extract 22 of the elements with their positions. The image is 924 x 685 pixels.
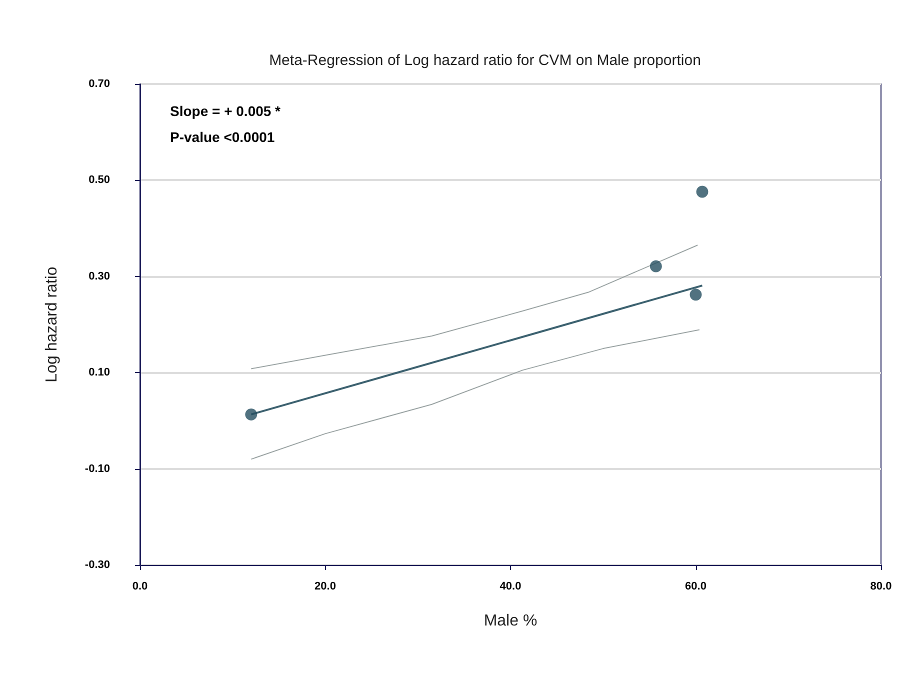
- y-tick-label: -0.30: [84, 559, 110, 571]
- x-tick-label: 40.0: [500, 580, 522, 592]
- x-tick-label: 80.0: [870, 580, 892, 592]
- y-tick-label: 0.30: [88, 270, 110, 282]
- chart-title: Meta-Regression of Log hazard ratio for CVM on Male proportion: [269, 52, 701, 69]
- annotation: Slope = + 0.005 *: [170, 103, 282, 119]
- annotation: P-value <0.0001: [170, 129, 275, 145]
- y-tick-label: 0.70: [88, 78, 110, 90]
- line-series: [250, 329, 700, 460]
- y-tick-label: 0.10: [88, 366, 110, 379]
- point: [245, 408, 258, 420]
- y-axis-title: Log hazard ratio: [44, 266, 60, 382]
- x-tick-label: 60.0: [685, 580, 706, 592]
- y-tick-label: -0.10: [84, 462, 110, 475]
- y-tick-label: 0.50: [88, 174, 110, 186]
- point: [650, 260, 662, 272]
- point: [690, 288, 702, 301]
- point: [696, 186, 708, 198]
- line-series: [250, 244, 698, 370]
- x-axis-title: Male %: [484, 612, 538, 630]
- x-tick-label: 20.0: [314, 580, 336, 592]
- x-tick-label: 0.0: [132, 580, 148, 592]
